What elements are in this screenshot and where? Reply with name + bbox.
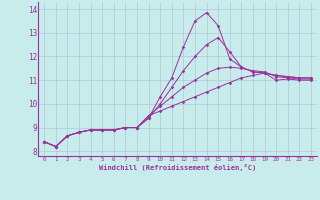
X-axis label: Windchill (Refroidissement éolien,°C): Windchill (Refroidissement éolien,°C) <box>99 164 256 171</box>
